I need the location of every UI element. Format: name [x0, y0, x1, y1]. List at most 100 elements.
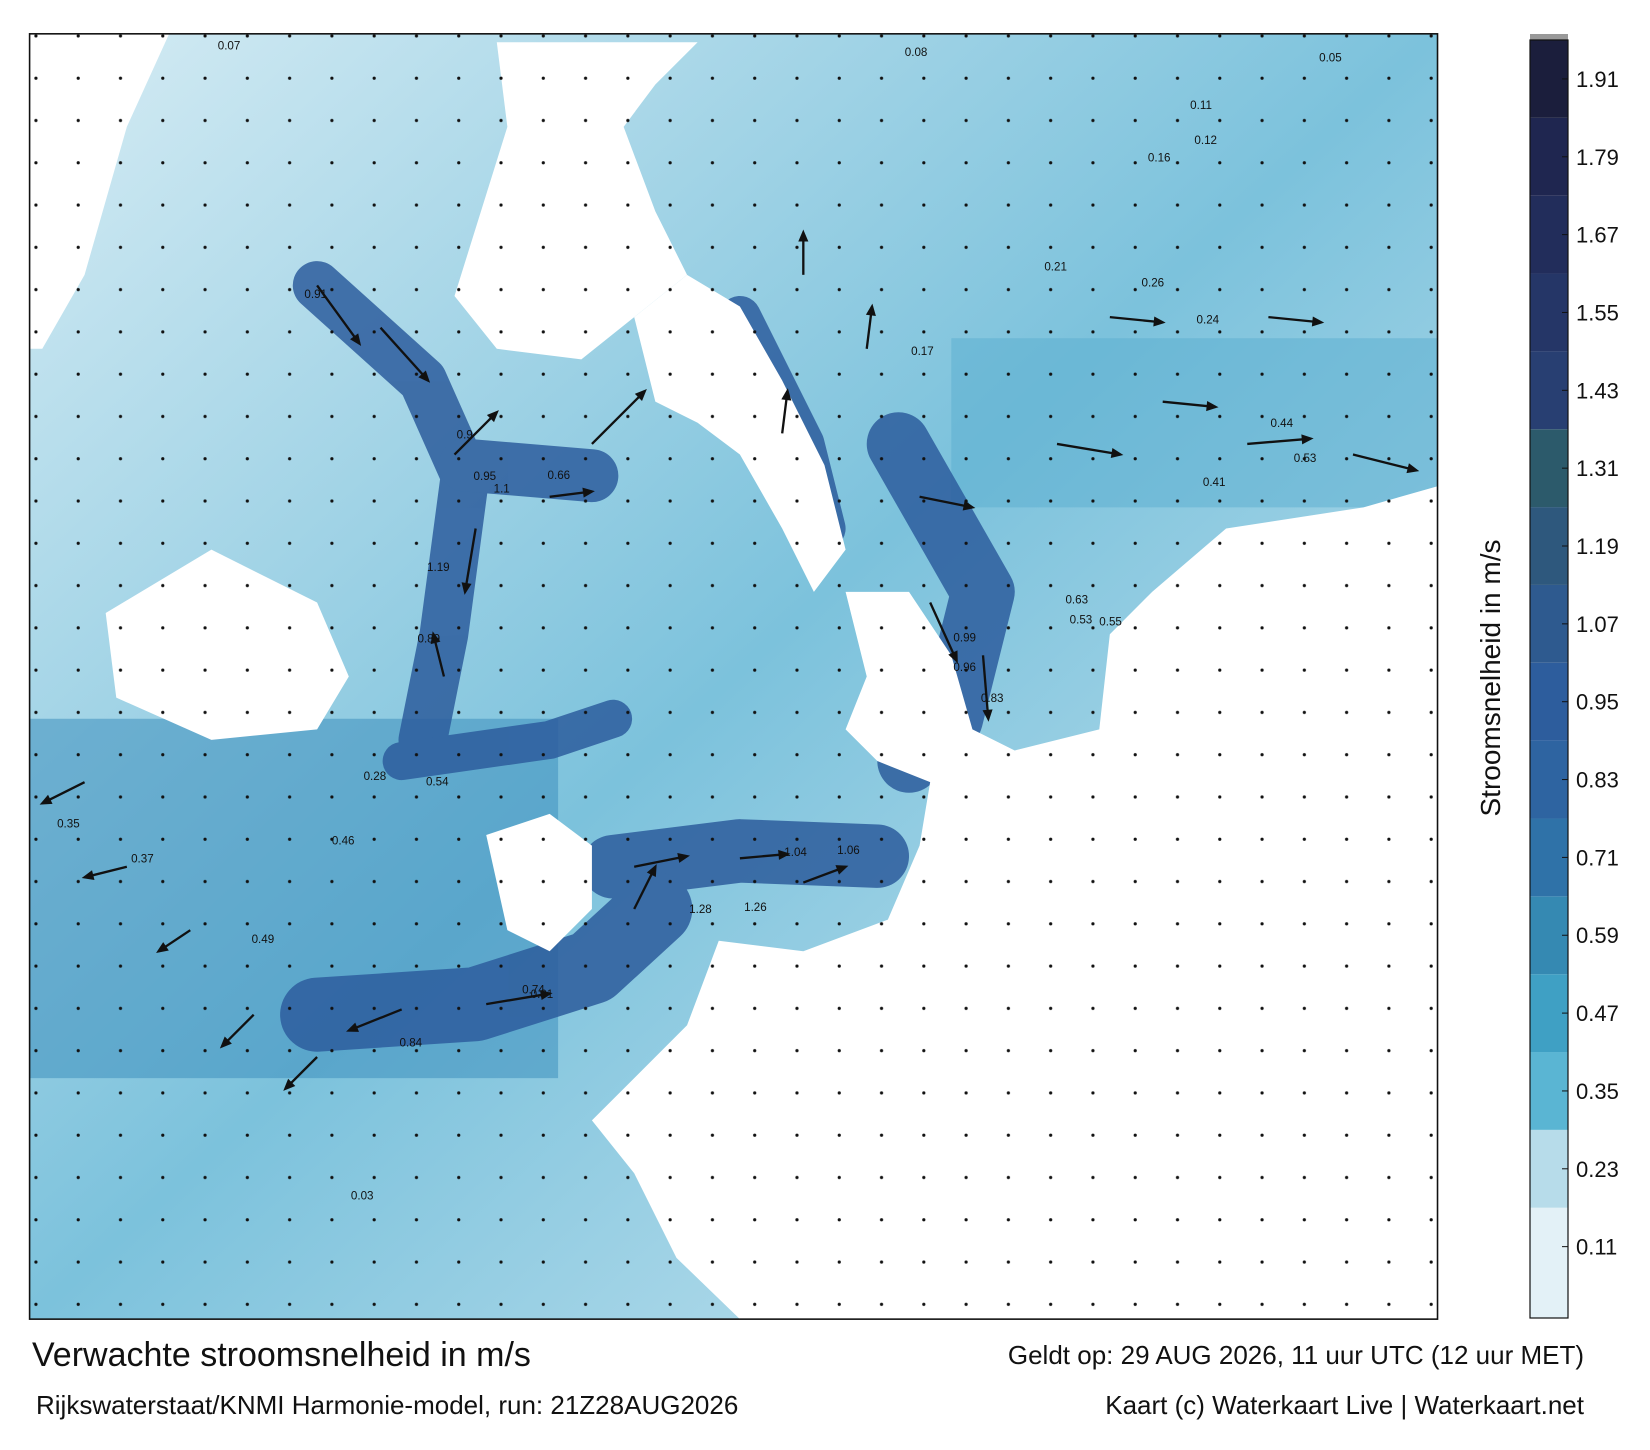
colorbar-tick-label: 0.95	[1576, 690, 1619, 715]
colorbar-band	[1530, 351, 1568, 430]
colorbar-cap	[1530, 34, 1568, 40]
colorbar-tick-label: 1.31	[1576, 456, 1619, 481]
current-label: 0.21	[1044, 261, 1067, 274]
current-label: 0.9	[457, 429, 473, 442]
arrow	[463, 528, 477, 593]
current-label: 0.44	[1271, 417, 1294, 430]
current-label: 0.41	[1203, 476, 1226, 489]
colorbar-band	[1530, 662, 1568, 741]
colorbar: 0.11 0.23 0.35 0.47 0.59 0.71 0.83 0.95 1.07 1.19…	[1529, 34, 1619, 1319]
colorbar-tick-label: 1.43	[1576, 378, 1619, 403]
arrow-head	[634, 388, 647, 401]
colorbar-tick-label: 1.55	[1576, 300, 1619, 325]
colorbar-tick-label: 1.19	[1576, 534, 1619, 559]
current-label: 0.12	[1194, 134, 1217, 147]
current-label: 0.55	[1099, 616, 1122, 629]
current-label: 0.28	[364, 770, 387, 783]
current-label: 0.63	[1065, 594, 1088, 607]
arrow	[591, 390, 646, 445]
current-label: 0.37	[131, 853, 154, 866]
current-label: 0.53	[1294, 452, 1317, 465]
current-label: 0.81	[531, 988, 554, 1001]
current-label: 0.84	[400, 1036, 423, 1049]
current-label: 0.74	[522, 984, 545, 997]
colorbar-band	[1530, 117, 1568, 196]
arrow-head	[430, 631, 441, 645]
current-label: 1.26	[744, 901, 767, 914]
current-label: 0.16	[1148, 152, 1171, 165]
colorbar-band	[1530, 195, 1568, 274]
arrow	[1247, 437, 1311, 446]
arrow	[929, 602, 958, 662]
map-area: 0.91 0.9 1.1 0.66 0.95 1.19 0.99 0.89 0.96 0.83 1.…	[28, 33, 1439, 1320]
arrow-head	[778, 849, 791, 860]
current-label: 0.07	[218, 40, 241, 53]
colorbar-tick-label: 0.71	[1576, 845, 1619, 870]
colorbar-band	[1530, 507, 1568, 585]
arrow	[316, 284, 361, 345]
arrow-head	[81, 870, 95, 881]
arrow	[486, 992, 550, 1006]
current-label: 0.95	[474, 470, 497, 483]
current-label: 0.24	[1197, 313, 1220, 326]
current-label: 1.28	[689, 903, 712, 916]
current-label: 0.89	[418, 633, 441, 646]
colorbar-band	[1530, 1207, 1568, 1318]
arrow-head	[677, 852, 690, 863]
current-label: 0.03	[351, 1190, 374, 1203]
colorbar-band	[1530, 429, 1568, 508]
colorbar-tick-label: 1.91	[1576, 67, 1619, 92]
colorbar-band	[1530, 1052, 1568, 1130]
arrow-head	[962, 500, 976, 511]
valid-time: Geldt op: 29 AUG 2026, 11 uur UTC (12 uu…	[1007, 1340, 1584, 1370]
colorbar-band	[1530, 896, 1568, 975]
current-label: 0.26	[1142, 276, 1165, 289]
arrow	[1056, 442, 1121, 456]
colorbar-tick-label: 1.79	[1576, 145, 1619, 170]
current-label: 0.08	[905, 46, 928, 59]
arrow-head	[418, 370, 431, 383]
arrow-head	[1311, 316, 1325, 327]
current-label: 0.99	[953, 632, 976, 645]
arrow-head	[865, 303, 876, 317]
arrow-head	[835, 865, 849, 875]
colorbar-band	[1530, 40, 1568, 118]
current-label: 0.11	[1190, 99, 1212, 112]
current-label: 0.96	[953, 661, 976, 674]
arrow	[453, 411, 498, 456]
colorbar-band	[1530, 584, 1568, 663]
map-title: Verwachte stroomsnelheid in m/s	[32, 1336, 531, 1374]
colorbar-tick-label: 1.67	[1576, 223, 1619, 248]
arrow-head	[346, 1022, 359, 1032]
current-label: 1.19	[427, 561, 450, 574]
colorbar-tick-label: 0.23	[1576, 1157, 1619, 1182]
map-subtitle: Rijkswaterstaat/KNMI Harmonie-model, run…	[36, 1390, 739, 1420]
colorbar-band	[1530, 1129, 1568, 1208]
arrow-head	[646, 864, 657, 878]
arrow	[981, 655, 990, 719]
colorbar-tick-label: 0.35	[1576, 1079, 1619, 1104]
colorbar-tick-label: 0.83	[1576, 768, 1619, 793]
colorbar-tick-label: 0.11	[1576, 1235, 1617, 1260]
arrow-head	[283, 1078, 296, 1091]
arrow-head	[156, 942, 169, 953]
current-label: 0.66	[548, 469, 571, 482]
arrow-head	[350, 333, 362, 346]
current-label: 1.1	[494, 483, 510, 496]
colorbar-frame	[1529, 39, 1569, 1319]
arrow	[379, 326, 429, 382]
current-label: 0.83	[981, 692, 1004, 705]
current-label: 0.54	[426, 775, 449, 788]
colorbar-band	[1530, 740, 1568, 819]
arrow-head	[486, 410, 499, 423]
arrow-head	[461, 582, 472, 595]
current-label: 0.91	[304, 288, 327, 301]
colorbar-tick-label: 0.59	[1576, 923, 1619, 948]
arrow-head	[1153, 316, 1166, 327]
arrow-head	[1406, 463, 1420, 474]
colorbar-tick-label: 1.07	[1576, 612, 1619, 637]
arrow-head	[1206, 401, 1219, 412]
colorbar-label: Stroomsnelheid in m/s	[1475, 539, 1506, 816]
